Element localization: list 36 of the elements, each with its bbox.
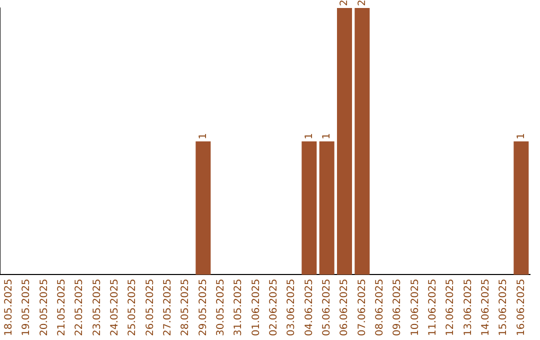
- x-tick-label: 06.06.2025: [339, 278, 350, 336]
- data-label: 2: [356, 0, 368, 6]
- x-tick-label: 29.05.2025: [198, 278, 209, 336]
- x-tick-label: 22.05.2025: [74, 278, 86, 336]
- x-tick-label: 07.06.2025: [356, 278, 368, 336]
- x-tick-label: 26.05.2025: [144, 278, 156, 336]
- x-tick-label: 21.05.2025: [56, 278, 68, 336]
- x-tick-label: 12.06.2025: [445, 278, 456, 336]
- x-tick-label: 23.05.2025: [92, 278, 103, 336]
- x-tick-label: 02.06.2025: [268, 278, 280, 336]
- x-tick-label: 30.05.2025: [215, 278, 226, 336]
- x-tick-label: 24.05.2025: [109, 278, 120, 336]
- x-tick-label: 18.05.2025: [3, 278, 14, 336]
- x-tick-label: 05.06.2025: [321, 278, 332, 336]
- data-label: 1: [516, 132, 527, 140]
- x-tick-label: 04.06.2025: [304, 278, 315, 336]
- x-tick-label: 16.06.2025: [516, 278, 527, 336]
- x-tick-label: 15.06.2025: [498, 278, 510, 336]
- x-tick-label: 13.06.2025: [462, 278, 474, 336]
- x-tick-label: 31.05.2025: [233, 278, 244, 336]
- x-tick-label: 25.05.2025: [127, 278, 138, 336]
- x-tick-label: 19.05.2025: [21, 278, 32, 336]
- x-tick-label: 09.06.2025: [392, 278, 404, 336]
- x-tick-label: 27.05.2025: [162, 278, 174, 336]
- data-label: 1: [198, 132, 209, 140]
- data-label: 1: [321, 132, 332, 140]
- x-tick-label: 01.06.2025: [250, 278, 262, 336]
- x-tick-label: 14.06.2025: [480, 278, 492, 336]
- x-tick-label: 08.06.2025: [374, 278, 386, 336]
- x-tick-label: 20.05.2025: [38, 278, 50, 336]
- x-tick-label: 10.06.2025: [410, 278, 421, 336]
- x-tick-label: 03.06.2025: [286, 278, 298, 336]
- x-tick-label: 11.06.2025: [427, 278, 438, 336]
- x-tick-label: 28.05.2025: [180, 278, 192, 336]
- data-label: 1: [304, 132, 315, 140]
- data-label: 2: [339, 0, 350, 6]
